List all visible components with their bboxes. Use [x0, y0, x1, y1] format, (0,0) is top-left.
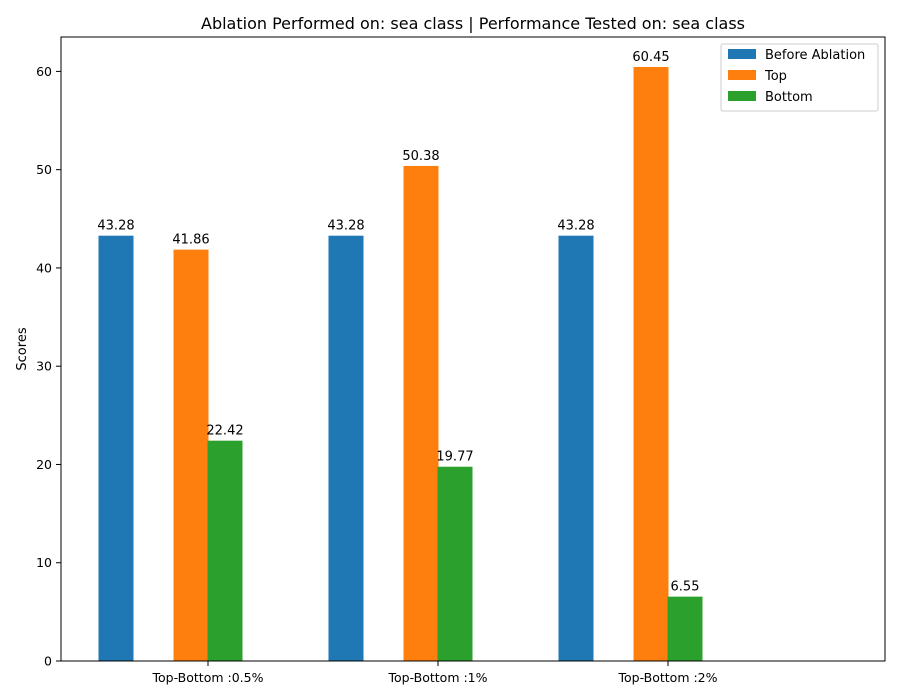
x-tick-label: Top-Bottom :0.5%	[152, 670, 264, 685]
legend-label: Top	[764, 69, 787, 84]
bar-before-ablation-2	[328, 235, 364, 661]
data-label: 43.28	[97, 219, 134, 234]
legend-label: Before Ablation	[765, 48, 865, 63]
bar-top-1	[173, 249, 209, 661]
data-label: 43.28	[327, 219, 364, 234]
y-tick-label: 40	[36, 260, 52, 275]
legend-swatch	[728, 49, 756, 59]
data-label: 19.77	[436, 450, 473, 465]
y-tick-label: 50	[36, 162, 52, 177]
x-axis: Top-Bottom :0.5% Top-Bottom :1% Top-Bottom…	[152, 661, 718, 685]
bar-top-2	[403, 165, 439, 661]
bar-bottom-3	[667, 596, 703, 661]
y-tick-label: 0	[44, 654, 52, 669]
data-label: 60.45	[632, 50, 669, 65]
bar-before-ablation-1	[98, 235, 134, 661]
bar-bottom-1	[207, 440, 243, 661]
data-label: 50.38	[402, 149, 439, 164]
data-label: 43.28	[557, 219, 594, 234]
y-axis-label: Scores	[15, 327, 30, 370]
bar-before-ablation-3	[558, 235, 594, 661]
x-tick-label: Top-Bottom :2%	[617, 670, 717, 685]
chart-title: Ablation Performed on: sea class | Perfo…	[201, 14, 745, 33]
legend: Before Ablation Top Bottom	[720, 43, 879, 112]
bar-bottom-2	[437, 466, 473, 661]
legend-swatch	[728, 91, 756, 101]
x-tick-label: Top-Bottom :1%	[387, 670, 487, 685]
y-tick-label: 20	[36, 457, 52, 472]
y-tick-label: 60	[36, 64, 52, 79]
data-label: 6.55	[671, 580, 700, 595]
data-label: 22.42	[206, 424, 243, 439]
y-tick-label: 30	[36, 359, 52, 374]
plot-frame	[60, 36, 886, 662]
bar-top-3	[633, 66, 669, 661]
y-axis: 0 10 20 30 40 50 60	[36, 64, 61, 669]
legend-swatch	[728, 70, 756, 80]
data-labels-group: 43.28 43.28 43.28 41.86 50.38 60.45 22.42 19.77…	[97, 50, 699, 595]
legend-box	[720, 43, 879, 112]
data-label: 41.86	[172, 233, 209, 248]
bars-group	[98, 66, 703, 661]
legend-label: Bottom	[765, 90, 813, 105]
y-tick-label: 10	[36, 555, 52, 570]
